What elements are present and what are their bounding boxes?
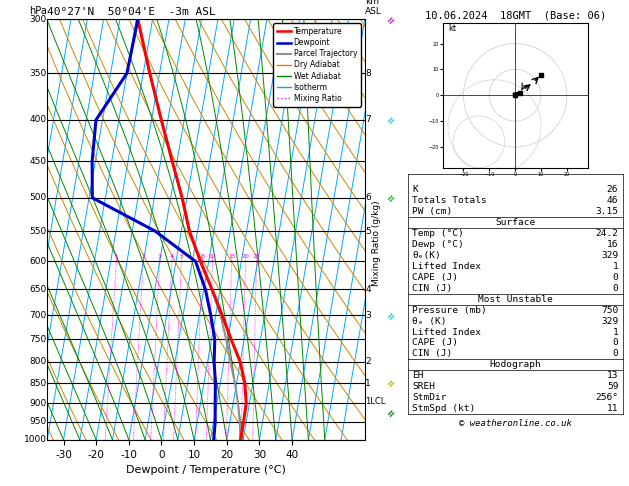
- Text: © weatheronline.co.uk: © weatheronline.co.uk: [459, 419, 572, 428]
- Text: 550: 550: [30, 226, 47, 236]
- Text: 1: 1: [613, 328, 618, 337]
- Text: Mixing Ratio (g/kg): Mixing Ratio (g/kg): [372, 200, 381, 286]
- Text: 800: 800: [30, 357, 47, 366]
- Text: 5: 5: [180, 254, 184, 259]
- Text: 700: 700: [30, 311, 47, 320]
- Text: 0: 0: [613, 284, 618, 293]
- Text: 500: 500: [30, 193, 47, 202]
- Text: 2: 2: [142, 254, 145, 259]
- Text: 1: 1: [365, 379, 371, 387]
- Text: 400: 400: [30, 115, 47, 124]
- Text: PW (cm): PW (cm): [412, 207, 452, 216]
- Text: 350: 350: [30, 69, 47, 78]
- Text: ≡: ≡: [385, 377, 398, 389]
- Text: 329: 329: [601, 251, 618, 260]
- Text: Most Unstable: Most Unstable: [478, 295, 552, 304]
- Text: 1: 1: [114, 254, 118, 259]
- Text: ≡: ≡: [385, 114, 398, 126]
- Text: StmDir: StmDir: [412, 393, 447, 402]
- Text: 450: 450: [30, 156, 47, 166]
- Text: km
ASL: km ASL: [365, 0, 382, 16]
- Text: 8: 8: [365, 69, 371, 78]
- Text: 1000: 1000: [24, 435, 47, 444]
- Text: CAPE (J): CAPE (J): [412, 338, 458, 347]
- Text: 6: 6: [365, 193, 371, 202]
- Text: 8: 8: [201, 254, 204, 259]
- Text: 40°27'N  50°04'E  -3m ASL: 40°27'N 50°04'E -3m ASL: [47, 7, 216, 17]
- Text: 4: 4: [170, 254, 174, 259]
- Text: ≡: ≡: [385, 309, 398, 322]
- Text: Dewp (°C): Dewp (°C): [412, 240, 464, 249]
- Legend: Temperature, Dewpoint, Parcel Trajectory, Dry Adiabat, Wet Adiabat, Isotherm, Mi: Temperature, Dewpoint, Parcel Trajectory…: [273, 23, 361, 107]
- Text: ≡: ≡: [385, 191, 398, 204]
- Text: Lifted Index: Lifted Index: [412, 262, 481, 271]
- Text: 2: 2: [365, 357, 370, 366]
- Text: 256°: 256°: [595, 393, 618, 402]
- Text: Hodograph: Hodograph: [489, 361, 541, 369]
- Text: θₑ(K): θₑ(K): [412, 251, 441, 260]
- Text: 850: 850: [30, 379, 47, 387]
- Text: StmSpd (kt): StmSpd (kt): [412, 404, 476, 413]
- Text: 3: 3: [158, 254, 162, 259]
- Text: 750: 750: [30, 335, 47, 344]
- Text: 0: 0: [613, 338, 618, 347]
- Text: 10: 10: [209, 254, 216, 259]
- Text: Totals Totals: Totals Totals: [412, 196, 487, 206]
- Text: 0: 0: [613, 273, 618, 282]
- Text: 0: 0: [613, 349, 618, 359]
- Text: Surface: Surface: [495, 218, 535, 227]
- Text: 950: 950: [30, 417, 47, 426]
- Text: 3: 3: [365, 311, 371, 320]
- Text: K: K: [412, 185, 418, 194]
- Text: EH: EH: [412, 371, 423, 381]
- Text: 750: 750: [601, 306, 618, 315]
- Text: θₑ (K): θₑ (K): [412, 317, 447, 326]
- Text: hPa: hPa: [29, 6, 47, 16]
- Text: 1LCL: 1LCL: [365, 397, 386, 406]
- Text: 900: 900: [30, 399, 47, 408]
- Text: 11: 11: [607, 404, 618, 413]
- Text: 1: 1: [613, 262, 618, 271]
- Text: SREH: SREH: [412, 382, 435, 391]
- Text: 650: 650: [30, 285, 47, 294]
- Text: ≡: ≡: [385, 13, 398, 26]
- Text: CIN (J): CIN (J): [412, 284, 452, 293]
- Text: 600: 600: [30, 257, 47, 266]
- Text: 26: 26: [607, 185, 618, 194]
- Text: 20: 20: [242, 254, 250, 259]
- Text: 16: 16: [607, 240, 618, 249]
- Text: 300: 300: [30, 15, 47, 24]
- Text: Temp (°C): Temp (°C): [412, 229, 464, 238]
- Text: 13: 13: [607, 371, 618, 381]
- Text: kt: kt: [448, 24, 456, 33]
- Text: 4: 4: [365, 285, 370, 294]
- Text: 46: 46: [607, 196, 618, 206]
- Text: Pressure (mb): Pressure (mb): [412, 306, 487, 315]
- Text: 25: 25: [253, 254, 260, 259]
- Text: 10.06.2024  18GMT  (Base: 06): 10.06.2024 18GMT (Base: 06): [425, 11, 606, 21]
- Text: CIN (J): CIN (J): [412, 349, 452, 359]
- Text: 3.15: 3.15: [595, 207, 618, 216]
- Text: 15: 15: [228, 254, 236, 259]
- Text: 7: 7: [365, 115, 371, 124]
- Text: Lifted Index: Lifted Index: [412, 328, 481, 337]
- Text: 59: 59: [607, 382, 618, 391]
- Text: 329: 329: [601, 317, 618, 326]
- Text: ≡: ≡: [385, 406, 398, 419]
- Text: 5: 5: [365, 226, 371, 236]
- Text: 24.2: 24.2: [595, 229, 618, 238]
- X-axis label: Dewpoint / Temperature (°C): Dewpoint / Temperature (°C): [126, 465, 286, 475]
- Text: CAPE (J): CAPE (J): [412, 273, 458, 282]
